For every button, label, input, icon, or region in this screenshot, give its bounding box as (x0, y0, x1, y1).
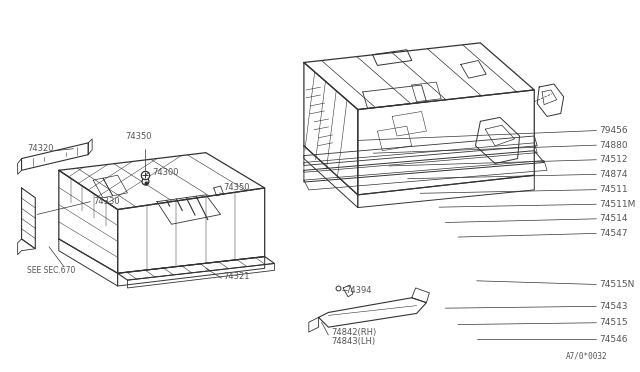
Text: 74350: 74350 (223, 183, 250, 192)
Text: 74842(RH): 74842(RH) (332, 328, 376, 337)
Text: 79456: 79456 (599, 126, 628, 135)
Text: 74543: 74543 (599, 302, 628, 311)
Text: 74515N: 74515N (599, 280, 634, 289)
Text: 74546: 74546 (599, 335, 628, 344)
Text: 74874: 74874 (599, 170, 628, 179)
Text: 74514: 74514 (599, 214, 628, 223)
Text: 74511: 74511 (599, 185, 628, 194)
Text: 74880: 74880 (599, 141, 628, 150)
Text: 74512: 74512 (599, 155, 628, 164)
Text: 74321: 74321 (223, 272, 250, 281)
Text: 74843(LH): 74843(LH) (332, 337, 376, 346)
Text: 74330: 74330 (93, 197, 120, 206)
Text: SEE SEC.670: SEE SEC.670 (28, 266, 76, 275)
Text: 74320: 74320 (28, 144, 54, 153)
Text: 74350: 74350 (125, 132, 152, 141)
Text: 74511M: 74511M (599, 200, 636, 209)
Text: 74547: 74547 (599, 229, 628, 238)
Text: 74515: 74515 (599, 318, 628, 327)
Text: 74394: 74394 (345, 286, 372, 295)
Text: A7/0*0032: A7/0*0032 (566, 352, 608, 360)
Text: 74300: 74300 (152, 168, 179, 177)
